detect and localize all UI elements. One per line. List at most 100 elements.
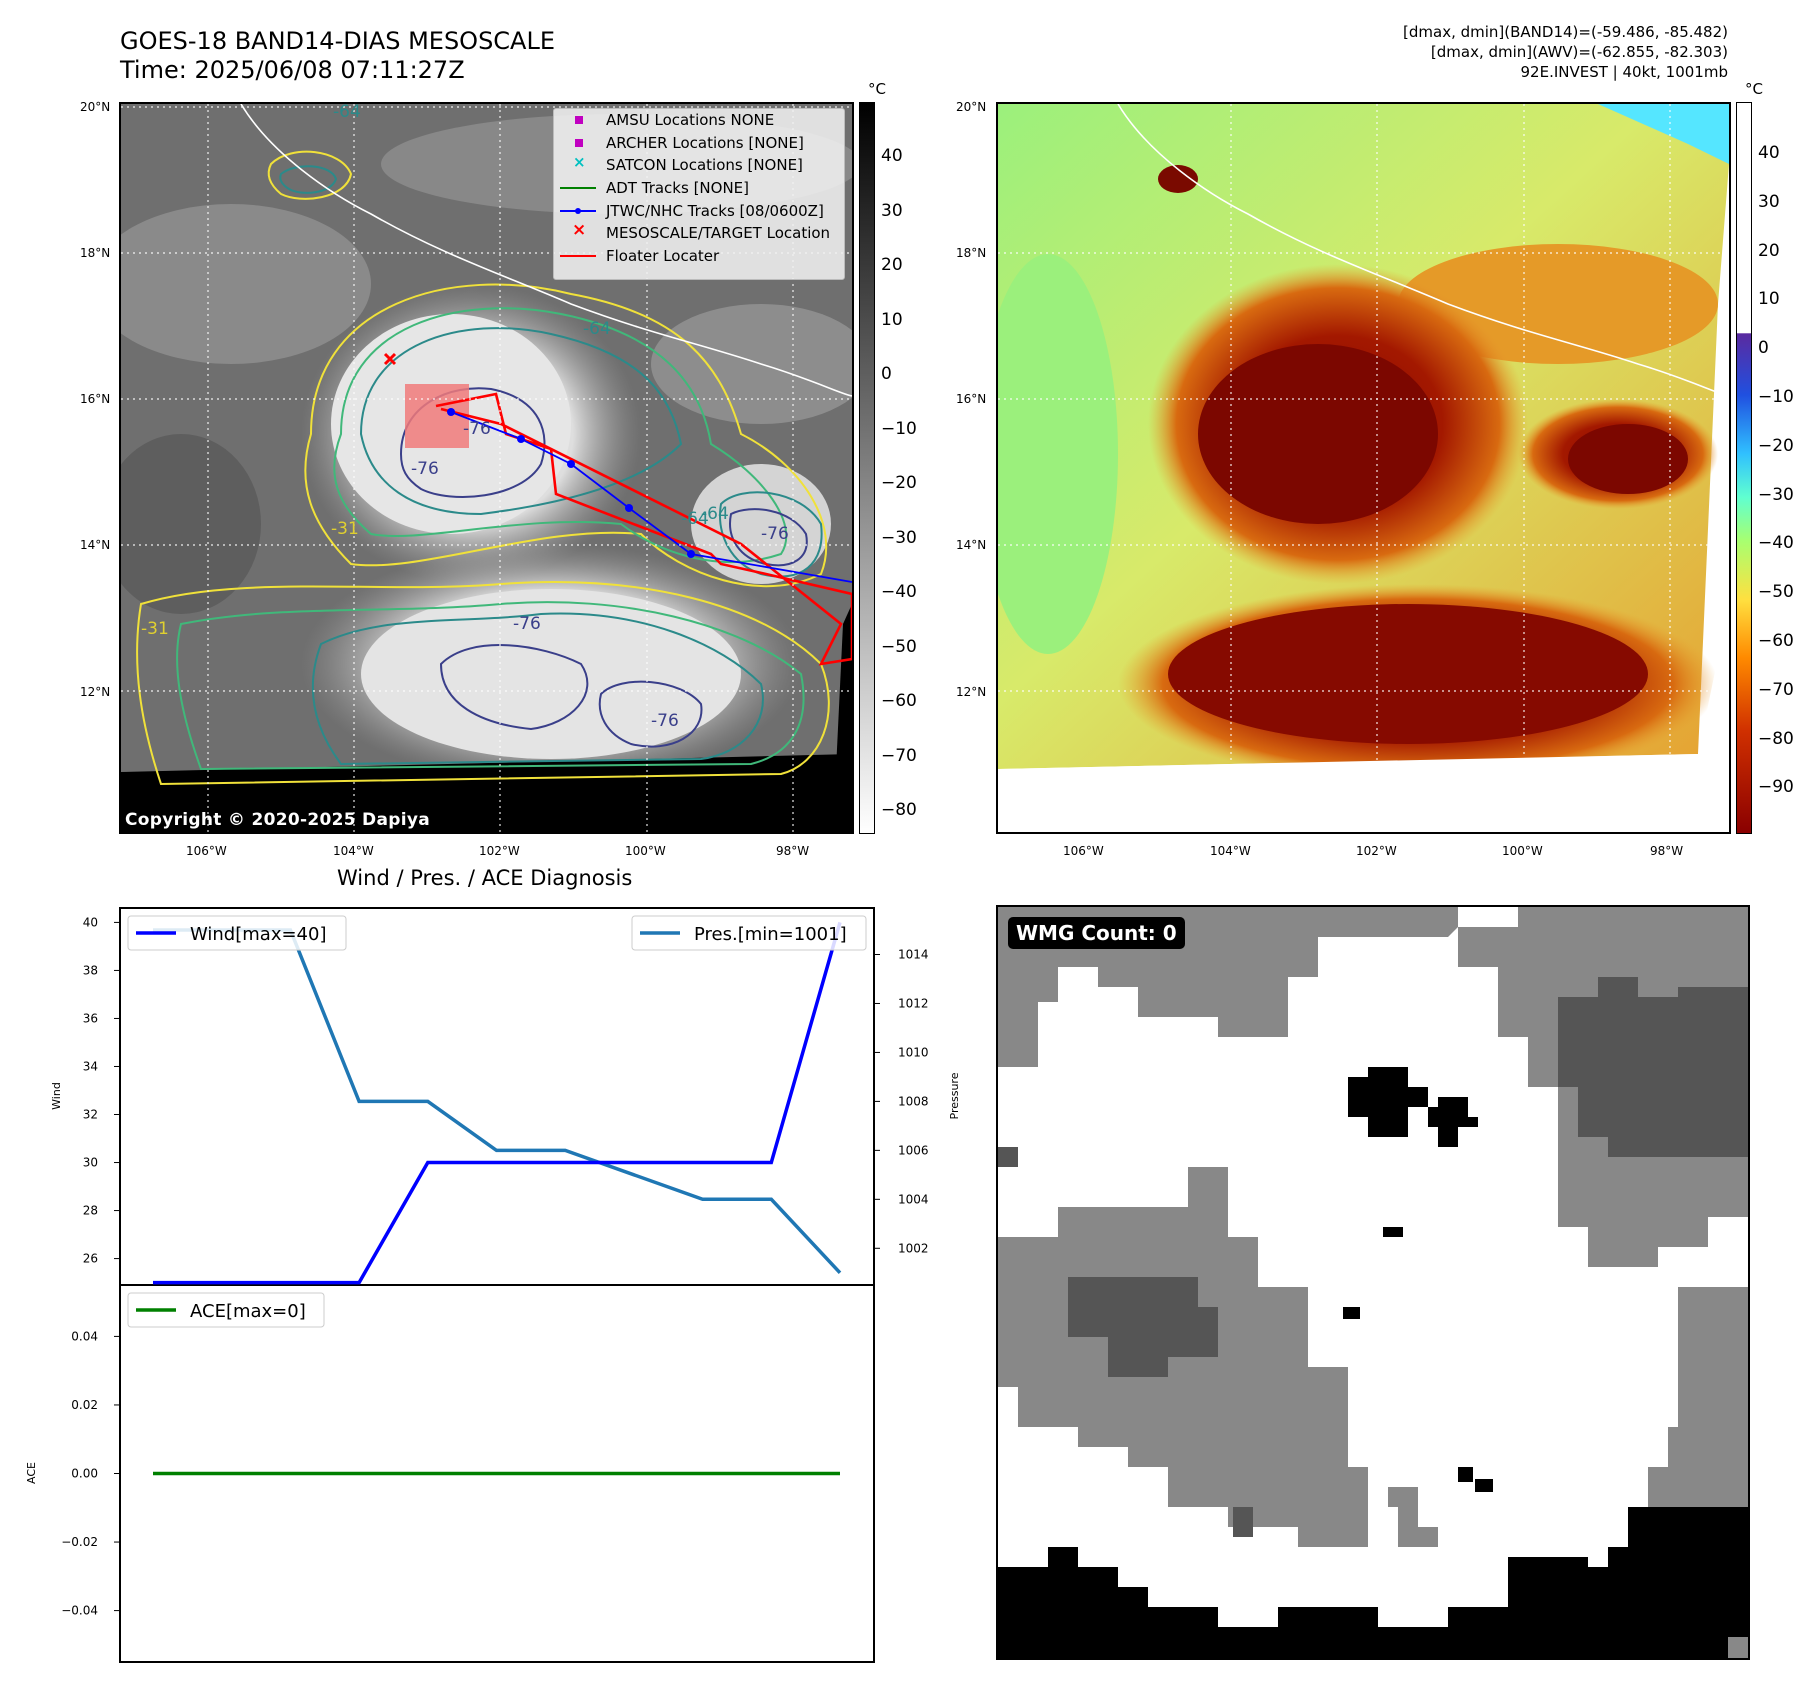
y-tick-label: 1014 [898,948,929,962]
lon-label: 100°W [625,844,666,858]
colorbar-tick-label: −50 [1758,582,1794,603]
colorbar-tick-label: −70 [881,745,917,766]
y-tick-label: 40 [83,915,98,929]
x-marker-icon: × [573,153,586,172]
square-marker-icon [575,138,583,147]
lat-label: 20°N [80,100,111,114]
wmg-image [998,907,1748,1658]
y-tick-label: 1012 [898,996,929,1010]
colorbar-tick-label: −40 [881,582,917,602]
dmax-band14: [dmax, dmin](BAND14)=(-59.486, -85.482) [1403,23,1728,41]
contour-label: -76 [761,524,789,544]
colorbar-tick-label: 0 [881,364,892,384]
colorbar-tick-label: −40 [1758,533,1794,554]
y-tick-label: 0.00 [71,1467,98,1481]
pressure-legend-label: Pres.[min=1001] [694,924,847,945]
colorbar-tick-label: −80 [1758,728,1794,749]
legend-item-jtwc: JTWC/NHC Tracks [08/0600Z] [554,199,844,222]
ace-axis-label: ACE [25,1462,38,1484]
x-marker-icon: × [572,220,587,241]
y-tick-label: 36 [83,1011,98,1025]
colorbar-tick-label: 40 [1758,143,1780,163]
legend-item-amsu: AMSU Locations NONE [554,109,844,132]
colorbar-tick-label: 40 [881,146,903,166]
awv-map-image [998,104,1729,832]
contour-label: -64 [333,104,361,122]
square-marker-icon [575,116,583,125]
y-tick-label: 0.04 [71,1329,98,1343]
legend-item-archer: ARCHER Locations [NONE] [554,132,844,155]
colorbar-tick-label: 10 [1758,289,1780,310]
awv-colorbar [1736,102,1752,834]
contour-label: -76 [463,419,491,439]
lon-label: 98°W [1650,844,1684,858]
contour-label: -76 [513,614,541,634]
line-marker-icon [560,187,596,190]
y-tick-label: 1002 [898,1241,929,1255]
contour-label: -64 [681,509,709,529]
contour-label: -31 [141,619,169,639]
lat-label: 16°N [80,392,111,406]
colorbar-tick-label: −60 [881,691,917,711]
contour-label: -64 [583,319,611,339]
lat-label: 14°N [956,538,987,552]
lat-label: 20°N [956,100,987,114]
wind-legend-label: Wind[max=40] [190,924,327,945]
pressure-axis-label: Pressure [948,1072,960,1119]
pressure-legend: Pres.[min=1001] [631,915,867,951]
colorbar-unit: °C [1745,80,1763,98]
lon-label: 98°W [776,844,810,858]
colorbar-tick-label: 20 [1758,240,1780,261]
colorbar-tick-label: −70 [1758,679,1794,700]
lat-label: 16°N [956,392,987,406]
contour-label: -76 [411,459,439,479]
line-marker-icon [560,254,596,257]
y-tick-label: 0.02 [71,1398,98,1412]
colorbar-tick-label: −80 [881,800,917,820]
wind-axis-label: Wind [50,1082,63,1110]
contour-label: -64 [701,504,729,524]
diagnosis-title: Wind / Pres. / ACE Diagnosis [337,866,633,890]
lon-label: 102°W [479,844,520,858]
y-tick-label: 28 [83,1204,98,1218]
y-tick-label: 32 [83,1108,98,1122]
diagnosis-chart: 26 28 30 32 34 36 38 40 1002 1004 1006 1008 1010 101… [25,907,960,1663]
map-legend: AMSU Locations NONE ARCHER Locations [NO… [553,108,845,280]
lon-label: 100°W [1502,844,1543,858]
y-tick-label: 30 [83,1156,98,1170]
wmg-panel: WMG Count: 0 [996,905,1750,1660]
legend-item-adt: ADT Tracks [NONE] [554,177,844,200]
y-tick-label: 1008 [898,1094,929,1108]
colorbar-tick-label: 30 [881,200,903,221]
ace-legend-label: ACE[max=0] [190,1301,306,1322]
dmax-awv: [dmax, dmin](AWV)=(-62.855, -82.303) [1430,43,1728,61]
wind-pres-axes [119,907,875,1286]
lon-label: 106°W [1063,844,1104,858]
colorbar-tick-label: −50 [881,636,917,657]
legend-item-satcon: × SATCON Locations [NONE] [573,153,803,175]
time-stamp: Time: 2025/06/08 07:11:27Z [120,56,465,84]
awv-map-panel [996,102,1731,834]
colorbar-tick-label: −10 [881,418,917,439]
lat-label: 18°N [956,246,987,260]
storm-info: 92E.INVEST | 40kt, 1001mb [1520,63,1729,81]
lon-label: 104°W [333,844,374,858]
y-tick-label: −0.02 [61,1535,98,1549]
y-tick-label: 26 [83,1252,98,1266]
lon-label: 104°W [1210,844,1251,858]
wind-legend: Wind[max=40] [127,915,347,951]
wmg-count-badge: WMG Count: 0 [1008,917,1185,949]
lat-label: 12°N [80,685,111,699]
colorbar-tick-label: 20 [881,255,903,275]
y-tick-label: 38 [83,963,98,977]
colorbar-unit: °C [868,80,886,98]
ace-legend: ACE[max=0] [127,1292,325,1328]
ir-colorbar [859,102,875,834]
legend-item-mesoscale: × MESOSCALE/TARGET Location [572,220,831,243]
legend-item-floater: Floater Locater [554,245,844,268]
target-box [405,384,469,448]
lat-label: 18°N [80,246,111,260]
wind-series-line [153,921,842,1285]
lon-label: 102°W [1356,844,1397,858]
main-title: GOES-18 BAND14-DIAS MESOSCALE [120,27,556,55]
